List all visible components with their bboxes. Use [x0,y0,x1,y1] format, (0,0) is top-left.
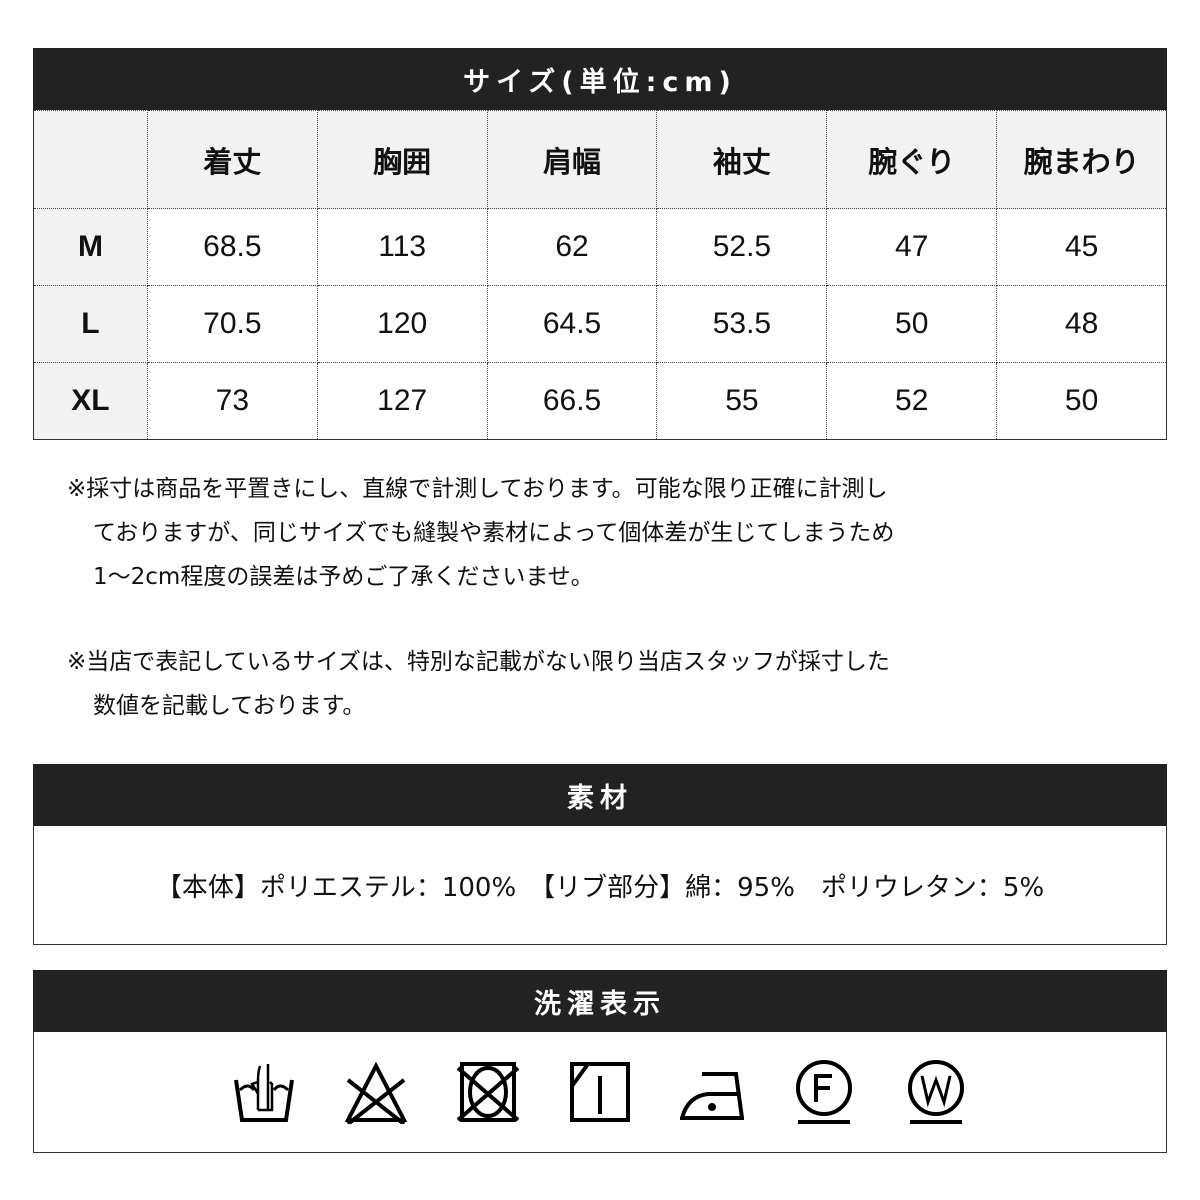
table-row: XL 73 127 66.5 55 52 50 [33,362,1167,440]
no-bleach-icon [344,1061,408,1124]
note-line: ておりますが、同じサイズでも縫製や素材によって個体差が生じてしまうため [93,520,895,546]
table-row: L 70.5 120 64.5 53.5 50 48 [33,285,1167,363]
header-cell: 袖丈 [656,110,828,209]
cell: 52.5 [656,208,828,286]
cell: 50 [826,285,998,363]
cell: 70.5 [146,285,318,363]
wet-clean-w-icon [908,1060,964,1124]
size-table: 着丈 胸囲 肩幅 袖丈 腕ぐり 腕まわり M 68.5 113 62 52.5 … [33,110,1167,440]
cell: 113 [316,208,488,286]
drip-dry-shade-icon [570,1062,630,1122]
material-text: 【本体】ポリエステル：100% 【リブ部分】綿：95% ポリウレタン：5% [155,872,1045,903]
header-cell: 腕ぐり [826,110,998,209]
header-cell: 肩幅 [486,110,658,209]
cell: 127 [316,362,488,440]
cell: 52 [826,362,998,440]
cell: 73 [146,362,318,440]
header-cell: 腕まわり [996,110,1167,209]
cell: 50 [996,362,1167,440]
size-source-note: ※当店で表記しているサイズは、特別な記載がない限り当店スタッフが採寸した 数値を… [67,640,1067,728]
header-cell [33,110,148,209]
table-row: M 68.5 113 62 52.5 47 45 [33,208,1167,286]
measurement-note: ※採寸は商品を平置きにし、直線で計測しております。可能な限り正確に計測し ており… [67,467,1067,599]
material-title: 素材 [567,782,633,814]
size-header: サイズ(単位:cm) [33,48,1167,110]
hand-wash-icon [234,1064,294,1122]
size-label: XL [33,362,148,440]
cell: 120 [316,285,488,363]
cell: 53.5 [656,285,828,363]
care-header: 洗濯表示 [33,970,1167,1032]
material-body: 【本体】ポリエステル：100% 【リブ部分】綿：95% ポリウレタン：5% [33,826,1167,945]
care-icons [33,1032,1167,1153]
care-title: 洗濯表示 [534,988,666,1020]
cell: 45 [996,208,1167,286]
size-label: L [33,285,148,363]
cell: 68.5 [146,208,318,286]
header-cell: 着丈 [146,110,318,209]
cell: 55 [656,362,828,440]
size-title: サイズ(単位:cm) [463,66,737,98]
cell: 66.5 [486,362,658,440]
note-line: 1～2cm程度の誤差は予めご了承くださいませ。 [93,564,594,590]
cell: 62 [486,208,658,286]
material-header: 素材 [33,764,1167,826]
table-header-row: 着丈 胸囲 肩幅 袖丈 腕ぐり 腕まわり [33,110,1167,209]
header-cell: 胸囲 [316,110,488,209]
cell: 48 [996,285,1167,363]
note-line: ※当店で表記しているサイズは、特別な記載がない限り当店スタッフが採寸した [67,649,890,675]
dry-clean-f-icon [796,1060,852,1124]
no-tumble-dry-icon [456,1062,520,1122]
cell: 64.5 [486,285,658,363]
cell: 47 [826,208,998,286]
iron-low-icon [680,1072,744,1120]
note-line: ※採寸は商品を平置きにし、直線で計測しております。可能な限り正確に計測し [67,476,888,502]
note-line: 数値を記載しております。 [93,693,366,719]
size-label: M [33,208,148,286]
